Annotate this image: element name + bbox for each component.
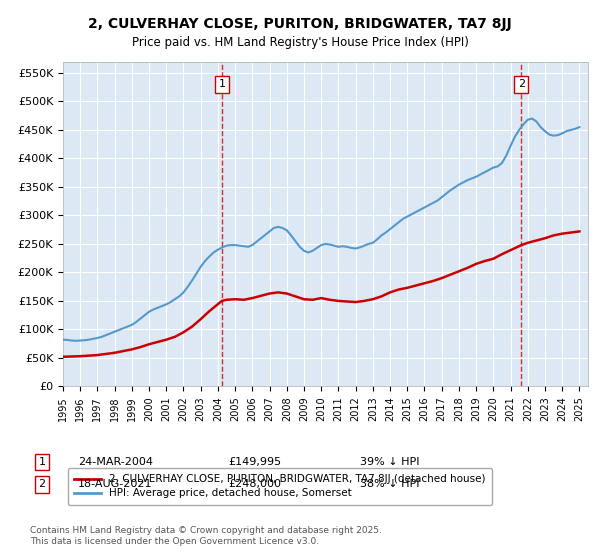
Text: 1: 1	[218, 80, 226, 90]
Text: 2: 2	[38, 479, 46, 489]
Text: Price paid vs. HM Land Registry's House Price Index (HPI): Price paid vs. HM Land Registry's House …	[131, 36, 469, 49]
Text: 1: 1	[38, 457, 46, 467]
Legend: 2, CULVERHAY CLOSE, PURITON, BRIDGWATER, TA7 8JJ (detached house), HPI: Average : 2, CULVERHAY CLOSE, PURITON, BRIDGWATER,…	[68, 468, 491, 505]
Text: £149,995: £149,995	[228, 457, 281, 467]
Text: 24-MAR-2004: 24-MAR-2004	[78, 457, 153, 467]
Text: Contains HM Land Registry data © Crown copyright and database right 2025.
This d: Contains HM Land Registry data © Crown c…	[30, 526, 382, 546]
Text: 2: 2	[518, 80, 525, 90]
Text: 39% ↓ HPI: 39% ↓ HPI	[360, 457, 419, 467]
Text: 38% ↓ HPI: 38% ↓ HPI	[360, 479, 419, 489]
Text: £248,000: £248,000	[228, 479, 281, 489]
Text: 18-AUG-2021: 18-AUG-2021	[78, 479, 152, 489]
Text: 2, CULVERHAY CLOSE, PURITON, BRIDGWATER, TA7 8JJ: 2, CULVERHAY CLOSE, PURITON, BRIDGWATER,…	[88, 17, 512, 31]
